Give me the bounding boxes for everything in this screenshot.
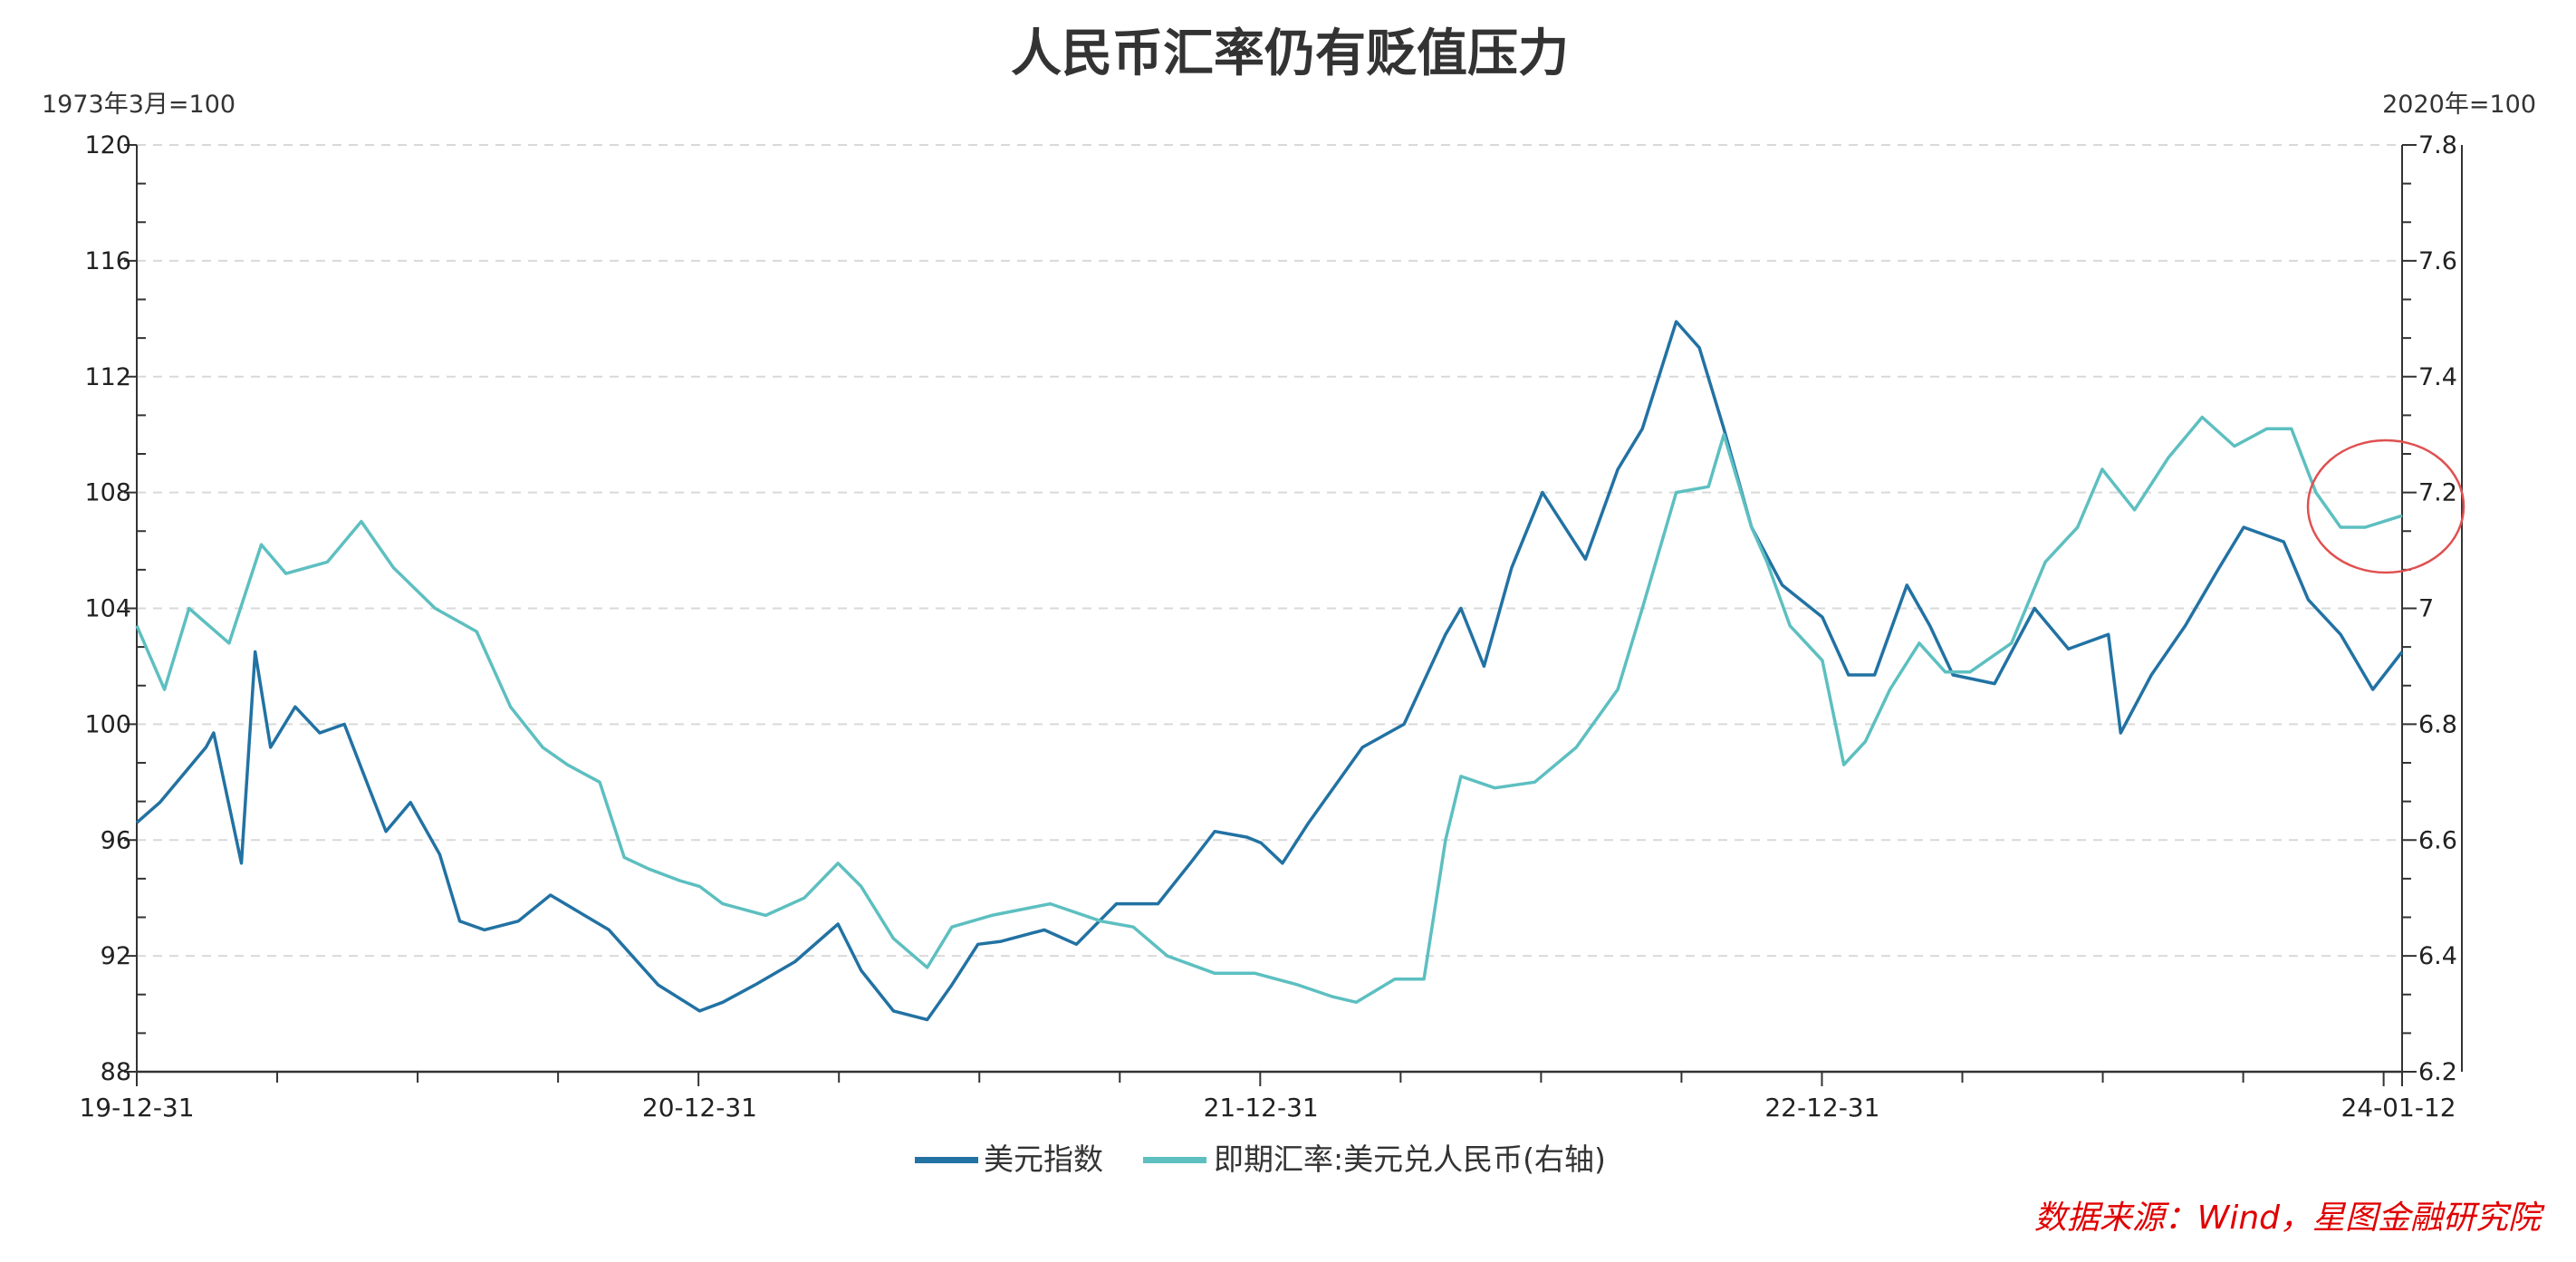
legend-label-usdcny: 即期汇率:美元兑人民币(右轴) bbox=[1214, 1142, 1606, 1177]
left-tick-label: 120 bbox=[84, 131, 131, 159]
left-tick-label: 116 bbox=[84, 247, 131, 275]
left-tick-label: 112 bbox=[84, 363, 131, 391]
usd-index-line bbox=[137, 322, 2402, 1020]
legend-label-usd-index: 美元指数 bbox=[984, 1142, 1103, 1177]
left-axis-unit: 1973年3月=100 bbox=[42, 91, 235, 119]
right-tick-label: 6.6 bbox=[2418, 826, 2457, 854]
left-tick-label: 92 bbox=[101, 942, 131, 970]
left-tick-label: 100 bbox=[84, 710, 131, 738]
source-note: 数据来源：Wind，星图金融研究院 bbox=[2034, 1199, 2545, 1237]
left-tick-label: 96 bbox=[101, 826, 131, 854]
right-tick-label: 7.4 bbox=[2418, 363, 2457, 391]
right-tick-label: 6.8 bbox=[2418, 710, 2457, 738]
x-tick-label: 20-12-31 bbox=[642, 1093, 757, 1122]
legend-swatch-usd-index bbox=[915, 1157, 978, 1163]
left-tick-label: 88 bbox=[101, 1058, 131, 1086]
left-tick-label: 108 bbox=[84, 479, 131, 507]
axes: 88 92 96 100 104 108 112 116 120 6.2 6.4 6.6 6.8 7 7.2… bbox=[79, 131, 2462, 1122]
right-axis-unit: 2020年=100 bbox=[2382, 91, 2536, 119]
chart-title: 人民币汇率仍有贬值压力 bbox=[1011, 24, 1569, 83]
right-tick-label: 7 bbox=[2418, 595, 2434, 623]
right-tick-label: 6.4 bbox=[2418, 942, 2457, 970]
x-tick-label: 22-12-31 bbox=[1764, 1093, 1879, 1122]
series-group bbox=[137, 322, 2402, 1020]
x-tick-label: 19-12-31 bbox=[79, 1093, 194, 1122]
right-tick-label: 6.2 bbox=[2418, 1058, 2457, 1086]
legend: 美元指数 即期汇率:美元兑人民币(右轴) bbox=[915, 1142, 1606, 1177]
right-tick-label: 7.2 bbox=[2418, 479, 2457, 507]
grid-lines bbox=[137, 145, 2402, 956]
right-tick-label: 7.6 bbox=[2418, 247, 2457, 275]
left-tick-label: 104 bbox=[84, 595, 131, 623]
x-tick-label: 21-12-31 bbox=[1204, 1093, 1319, 1122]
legend-item-usdcny[interactable]: 即期汇率:美元兑人民币(右轴) bbox=[1143, 1142, 1606, 1177]
right-tick-label: 7.8 bbox=[2418, 131, 2457, 159]
x-tick-label: 24-01-12 bbox=[2341, 1093, 2456, 1122]
legend-swatch-usdcny bbox=[1143, 1157, 1206, 1163]
usdcny-line bbox=[137, 418, 2402, 1003]
legend-item-usd-index[interactable]: 美元指数 bbox=[915, 1142, 1103, 1177]
